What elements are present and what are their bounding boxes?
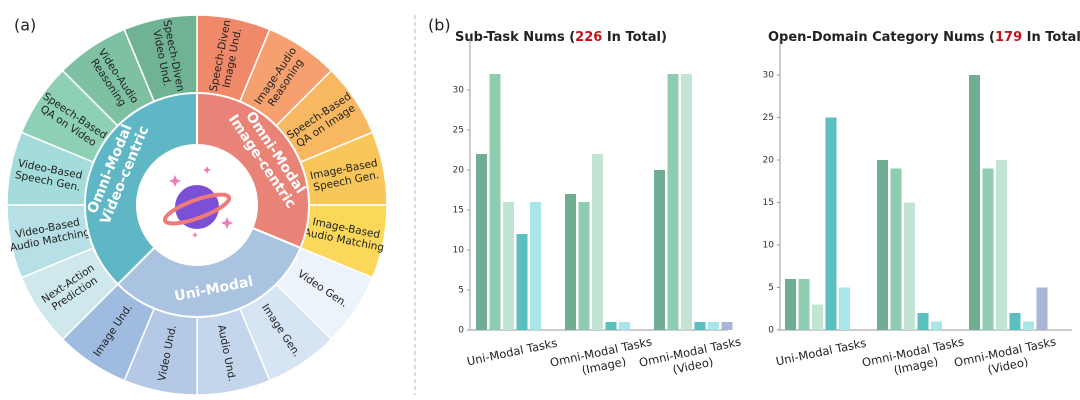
panel-label: (b) [428, 16, 451, 35]
bar [1023, 321, 1034, 330]
y-tick-label: 15 [763, 198, 774, 208]
sparkle [192, 232, 198, 238]
y-tick-label: 5 [768, 283, 774, 293]
bar [996, 160, 1007, 330]
bar [565, 194, 576, 330]
y-tick-label: 25 [763, 113, 774, 123]
bar [839, 287, 850, 330]
bar [1009, 313, 1021, 330]
bar [516, 234, 528, 330]
bar [489, 74, 501, 330]
bar [931, 321, 942, 330]
y-tick-label: 15 [453, 206, 464, 216]
bar [681, 74, 692, 330]
bar [1036, 287, 1048, 330]
planet-ring [162, 192, 232, 226]
y-tick-label: 10 [763, 241, 775, 251]
bar [877, 160, 888, 330]
charts: Sub-Task Nums (226 In Total) 0 5 10 15 20 25 30… [453, 30, 1080, 377]
y-tick-label: 5 [458, 286, 464, 296]
bar [708, 322, 719, 330]
y-tick-label: 30 [763, 71, 775, 81]
bar [904, 202, 915, 330]
bar [694, 322, 706, 330]
bar [667, 74, 679, 330]
title-part: 179 [995, 30, 1022, 45]
bar [503, 202, 514, 330]
bar [476, 154, 487, 330]
bar [969, 75, 980, 330]
title-part: Open-Domain Category Nums ( [768, 30, 995, 45]
bar [890, 168, 902, 330]
y-tick-label: 30 [453, 86, 465, 96]
title-part: 226 [575, 30, 602, 45]
bar [578, 202, 590, 330]
sparkle [203, 166, 211, 174]
bar [654, 170, 665, 330]
y-tick-label: 20 [763, 156, 775, 166]
bar [785, 279, 796, 330]
bar [592, 154, 603, 330]
sparkle [221, 217, 233, 229]
bar [798, 279, 810, 330]
bar [917, 313, 929, 330]
y-tick-label: 20 [453, 166, 465, 176]
bar [825, 117, 837, 330]
panel-label: (a) [14, 16, 36, 35]
bar [812, 304, 823, 330]
chart-title: Sub-Task Nums (226 In Total) [455, 30, 667, 45]
bar [721, 322, 733, 330]
sparkle [169, 175, 181, 187]
y-tick-label: 0 [458, 326, 464, 336]
y-tick-label: 25 [453, 126, 464, 136]
y-tick-label: 0 [768, 326, 774, 336]
bar [605, 322, 617, 330]
title-part: In Total) [1022, 30, 1080, 45]
title-part: In Total) [602, 30, 667, 45]
title-part: Sub-Task Nums ( [455, 30, 575, 45]
wheel: Speech-DivenImage Und. Image-AudioReasoni… [6, 14, 388, 396]
bar [619, 322, 630, 330]
y-tick-label: 10 [453, 246, 465, 256]
chart-title: Open-Domain Category Nums (179 In Total) [768, 30, 1080, 45]
bar [982, 168, 994, 330]
bar [530, 202, 541, 330]
